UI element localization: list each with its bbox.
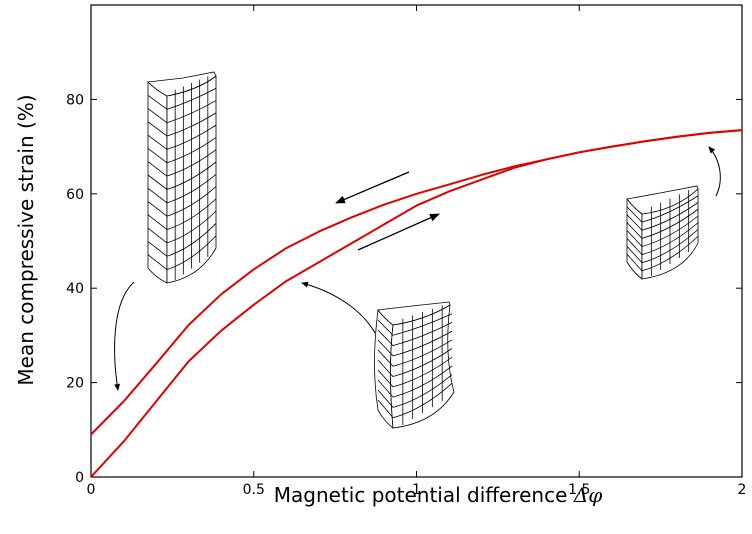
axis-ticks bbox=[90, 5, 743, 478]
pointer-arrow-right bbox=[708, 146, 721, 197]
mesh-line bbox=[377, 356, 453, 388]
series-line-2 bbox=[90, 129, 743, 436]
y-tick-label: 20 bbox=[66, 376, 84, 392]
tall-cylinder-mesh bbox=[147, 71, 217, 284]
mesh-line bbox=[147, 198, 217, 231]
bulged-cylinder-mesh bbox=[374, 301, 455, 429]
series-lines bbox=[90, 129, 743, 478]
mesh-line bbox=[626, 235, 699, 272]
mesh-line bbox=[147, 210, 217, 244]
mesh-line bbox=[377, 348, 453, 377]
inset-pointers bbox=[114, 146, 721, 391]
mesh-line bbox=[377, 365, 453, 398]
mesh-line bbox=[147, 173, 217, 204]
x-tick-label: 0.5 bbox=[243, 482, 265, 498]
mesh-line bbox=[626, 222, 699, 256]
direction-arrows bbox=[335, 171, 440, 251]
y-tick-label: 60 bbox=[66, 187, 84, 203]
mesh-line bbox=[377, 322, 453, 347]
mesh-line bbox=[147, 186, 217, 217]
mesh-line bbox=[147, 100, 217, 124]
x-axis-symbol: Δφ bbox=[573, 483, 602, 507]
short-cylinder-mesh bbox=[626, 185, 699, 280]
y-tick-label: 40 bbox=[66, 281, 84, 297]
mesh-line bbox=[147, 87, 217, 110]
y-tick-label: 80 bbox=[66, 92, 84, 108]
x-axis-title: Magnetic potential difference Δφ bbox=[274, 483, 602, 507]
y-tick-label: 0 bbox=[75, 470, 84, 486]
mesh-line bbox=[147, 112, 217, 137]
x-tick-label: 0 bbox=[87, 482, 96, 498]
y-axis-unit: (%) bbox=[14, 94, 38, 129]
pointer-arrow-left bbox=[114, 281, 135, 391]
mesh-line bbox=[147, 161, 217, 190]
mesh-line bbox=[626, 195, 699, 223]
mesh-line bbox=[377, 330, 453, 357]
x-tick-label: 1.5 bbox=[568, 482, 590, 498]
mesh-line bbox=[377, 383, 453, 419]
mesh-line bbox=[377, 339, 453, 367]
pointer-arrow-middle bbox=[301, 281, 376, 334]
x-tick-label: 2 bbox=[738, 482, 747, 498]
unloading-arrow bbox=[335, 171, 410, 204]
x-tick-label: 1 bbox=[412, 482, 421, 498]
mesh-line bbox=[147, 137, 217, 164]
mesh-line bbox=[626, 208, 699, 239]
mesh-line bbox=[626, 202, 699, 231]
y-axis-title: Mean compressive strain (%) bbox=[14, 94, 38, 385]
mesh-line bbox=[147, 124, 217, 150]
mesh-line bbox=[147, 235, 217, 271]
mesh-line bbox=[626, 229, 699, 264]
mesh-line bbox=[377, 313, 453, 336]
mesh-line bbox=[147, 223, 217, 257]
mesh-line bbox=[147, 149, 217, 177]
mesh-line bbox=[626, 215, 699, 247]
loading-arrow bbox=[357, 213, 440, 251]
mesh-line bbox=[377, 374, 453, 408]
